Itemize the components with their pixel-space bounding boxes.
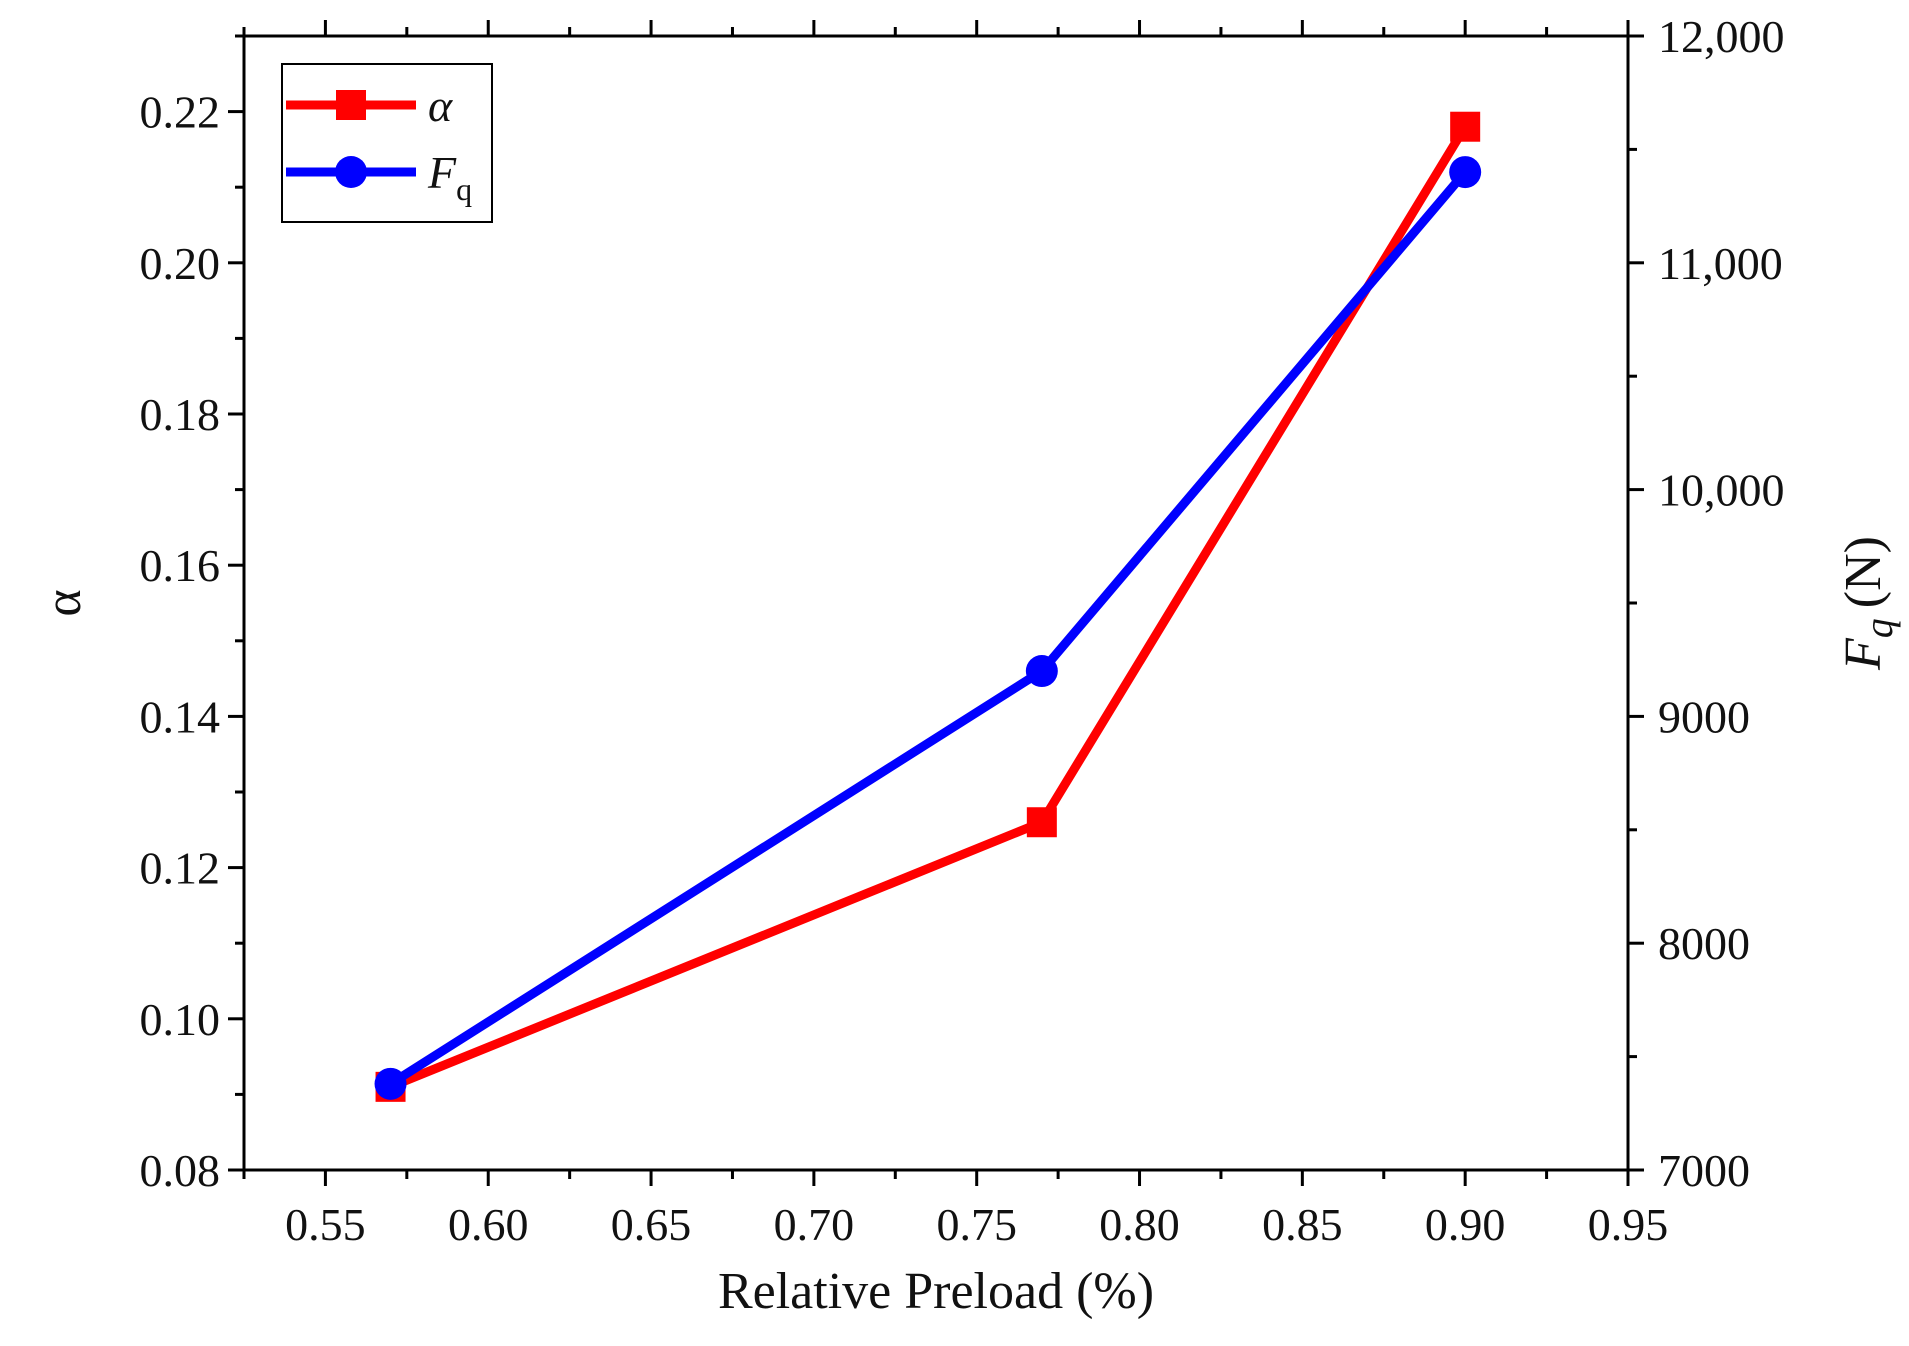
y-left-tick-label: 0.10	[140, 994, 221, 1045]
legend-label-alpha: α	[428, 80, 453, 131]
x-axis-title: Relative Preload (%)	[718, 1263, 1154, 1320]
legend-marker-alpha	[336, 90, 366, 120]
y-right-title-subscript: q	[1856, 618, 1901, 638]
y-left-tick-label: 0.08	[140, 1145, 221, 1196]
y-left-axis-title: α	[35, 589, 92, 616]
data-point-square	[1450, 111, 1481, 142]
data-point-circle	[1025, 655, 1058, 688]
y-left-tick-label: 0.22	[140, 87, 221, 138]
data-point-square	[1026, 807, 1057, 838]
data-point-circle	[374, 1067, 407, 1100]
legend-marker-fq	[335, 156, 367, 188]
y-right-title-unit: (N)	[1835, 536, 1892, 608]
plot-frame	[242, 34, 1630, 1172]
x-tick-label: 0.75	[936, 1199, 1017, 1250]
ticks-layer: 0.55 0.60 0.65 0.70 0.75 0.80 0.85 0.90 0.95 0.08…	[140, 11, 1785, 1250]
data-point-circle	[1449, 156, 1482, 189]
x-tick-label: 0.55	[285, 1199, 366, 1250]
x-tick-label: 0.85	[1262, 1199, 1343, 1250]
y-right-axis-title: Fq (N)	[1835, 536, 1901, 671]
y-right-tick-label: 7000	[1658, 1145, 1750, 1196]
y-right-tick-label: 12,000	[1658, 11, 1785, 62]
y-right-tick-label: 8000	[1658, 918, 1750, 969]
y-left-tick-label: 0.18	[140, 389, 221, 440]
x-tick-label: 0.60	[448, 1199, 529, 1250]
y-left-tick-label: 0.16	[140, 540, 221, 591]
y-left-tick-label: 0.14	[140, 691, 221, 742]
legend: α Fq	[281, 63, 493, 223]
y-left-tick-label: 0.12	[140, 843, 221, 894]
x-tick-label: 0.80	[1099, 1199, 1180, 1250]
legend-label-fq: Fq	[427, 147, 472, 207]
legend-box	[281, 63, 493, 223]
x-tick-label: 0.95	[1588, 1199, 1669, 1250]
y-right-tick-label: 11,000	[1658, 238, 1783, 289]
x-tick-label: 0.70	[774, 1199, 855, 1250]
x-tick-label: 0.90	[1425, 1199, 1506, 1250]
x-tick-label: 0.65	[611, 1199, 692, 1250]
legend-label-fq-symbol: F	[427, 147, 457, 198]
y-right-tick-label: 9000	[1658, 691, 1750, 742]
y-left-tick-label: 0.20	[140, 238, 221, 289]
y-right-tick-label: 10,000	[1658, 465, 1785, 516]
series-layer	[374, 111, 1482, 1102]
y-right-title-symbol: F	[1835, 637, 1892, 671]
series-line-1	[388, 169, 1469, 1088]
series-line-0	[388, 124, 1470, 1092]
legend-label-fq-subscript: q	[456, 171, 472, 207]
